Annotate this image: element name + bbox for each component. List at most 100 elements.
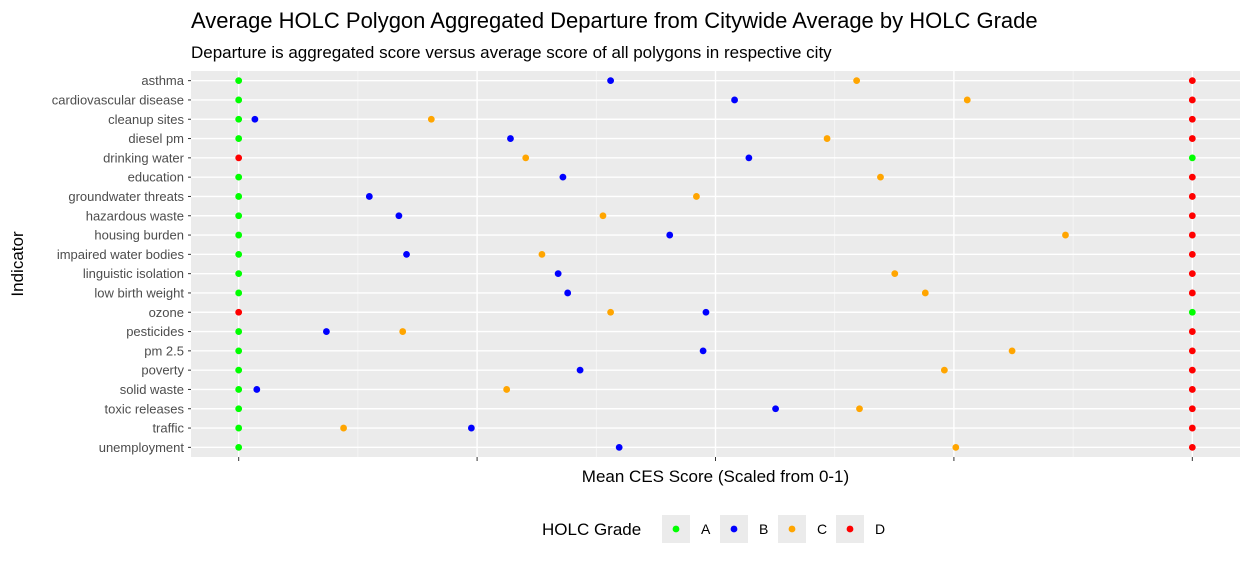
point-B-ozone	[702, 308, 710, 316]
point-D-asthma	[1188, 77, 1196, 85]
point-C-poverty	[940, 366, 948, 374]
y-tick-label: diesel pm	[128, 131, 184, 146]
x-axis-title: Mean CES Score (Scaled from 0-1)	[582, 467, 849, 486]
point-A-hazardous-waste	[235, 212, 243, 220]
legend-label-D: D	[875, 521, 885, 537]
point-B-housing-burden	[666, 231, 674, 239]
point-A-diesel-pm	[235, 135, 243, 142]
point-C-linguistic-isolation	[891, 270, 899, 278]
y-tick-label: ozone	[149, 305, 184, 320]
data-points	[235, 77, 1196, 451]
chart-subtitle: Departure is aggregated score versus ave…	[191, 43, 832, 62]
point-B-diesel-pm	[507, 135, 514, 142]
point-D-drinking-water	[235, 154, 243, 162]
point-A-pesticides	[235, 328, 243, 335]
point-D-impaired-water-bodies	[1188, 250, 1196, 258]
y-tick-label: solid waste	[120, 382, 184, 397]
point-B-solid-waste	[253, 386, 261, 393]
y-tick-label: cardiovascular disease	[52, 92, 184, 107]
point-A-impaired-water-bodies	[235, 250, 243, 258]
point-B-low-birth-weight	[564, 289, 572, 297]
point-B-toxic-releases	[772, 405, 779, 413]
legend: HOLC Grade A B C D	[542, 515, 885, 543]
point-A-poverty	[235, 366, 243, 374]
y-tick-label: hazardous waste	[86, 208, 184, 223]
point-C-pesticides	[399, 328, 407, 335]
point-D-cleanup-sites	[1188, 115, 1196, 123]
point-D-housing-burden	[1188, 231, 1196, 239]
point-D-toxic-releases	[1188, 405, 1196, 413]
y-tick-label: low birth weight	[94, 285, 184, 300]
point-B-unemployment	[615, 443, 623, 451]
y-axis-title: Indicator	[8, 231, 27, 297]
point-D-unemployment	[1188, 443, 1196, 451]
point-A-toxic-releases	[235, 405, 243, 413]
point-D-traffic	[1188, 424, 1196, 432]
point-D-solid-waste	[1188, 386, 1196, 393]
y-tick-label: traffic	[152, 421, 184, 436]
y-tick-label: toxic releases	[105, 401, 185, 416]
point-C-housing-burden	[1062, 231, 1069, 239]
point-C-cleanup-sites	[427, 115, 435, 123]
point-A-pm-2-5	[235, 347, 243, 355]
legend-label-B: B	[759, 521, 768, 537]
point-D-pesticides	[1188, 328, 1196, 335]
point-D-groundwater-threats	[1188, 193, 1196, 200]
point-A-drinking-water	[1188, 154, 1196, 162]
point-A-education	[235, 173, 243, 181]
point-B-cardiovascular-disease	[731, 96, 738, 104]
legend-swatch-B	[730, 525, 738, 533]
point-D-low-birth-weight	[1188, 289, 1196, 297]
point-D-cardiovascular-disease	[1188, 96, 1196, 104]
point-B-hazardous-waste	[395, 212, 403, 220]
point-B-asthma	[607, 77, 614, 85]
y-tick-label: groundwater threats	[68, 189, 184, 204]
point-A-cleanup-sites	[235, 115, 243, 123]
legend-swatch-C	[788, 525, 796, 533]
point-C-cardiovascular-disease	[963, 96, 971, 104]
y-tick-label: drinking water	[103, 150, 185, 165]
point-A-unemployment	[235, 443, 243, 451]
point-B-cleanup-sites	[251, 115, 259, 123]
legend-label-C: C	[817, 521, 827, 537]
legend-items: A B C D	[662, 515, 885, 543]
point-A-cardiovascular-disease	[235, 96, 243, 104]
point-D-hazardous-waste	[1188, 212, 1196, 220]
point-C-education	[877, 173, 884, 181]
point-A-low-birth-weight	[235, 289, 243, 297]
point-C-impaired-water-bodies	[538, 250, 546, 258]
point-D-diesel-pm	[1188, 135, 1196, 142]
point-C-groundwater-threats	[693, 193, 700, 200]
y-tick-label: unemployment	[99, 440, 185, 455]
y-tick-label: pesticides	[126, 324, 184, 339]
legend-label-A: A	[701, 521, 711, 537]
point-B-linguistic-isolation	[554, 270, 562, 278]
y-tick-label: poverty	[141, 363, 184, 378]
y-tick-label: impaired water bodies	[57, 247, 185, 262]
point-A-asthma	[235, 77, 243, 85]
point-A-linguistic-isolation	[235, 270, 243, 278]
point-C-asthma	[853, 77, 861, 85]
y-tick-label: housing burden	[94, 228, 184, 243]
point-A-groundwater-threats	[235, 193, 243, 200]
point-D-pm-2-5	[1188, 347, 1196, 355]
legend-title: HOLC Grade	[542, 520, 641, 539]
point-C-solid-waste	[503, 386, 511, 393]
point-D-linguistic-isolation	[1188, 270, 1196, 278]
x-ticks	[238, 457, 1193, 461]
y-tick-label: linguistic isolation	[83, 266, 184, 281]
point-A-traffic	[235, 424, 243, 432]
point-C-drinking-water	[522, 154, 530, 162]
y-tick-label: pm 2.5	[144, 343, 184, 358]
legend-swatch-D	[846, 525, 854, 533]
point-C-traffic	[340, 424, 347, 432]
point-C-diesel-pm	[823, 135, 831, 142]
y-tick-label: education	[128, 170, 184, 185]
point-C-pm-2-5	[1008, 347, 1016, 355]
point-C-hazardous-waste	[599, 212, 607, 220]
chart-title: Average HOLC Polygon Aggregated Departur…	[191, 8, 1038, 33]
point-D-ozone	[235, 308, 243, 316]
point-B-groundwater-threats	[365, 193, 373, 200]
y-tick-labels: asthma cardiovascular disease cleanup site…	[52, 73, 191, 455]
